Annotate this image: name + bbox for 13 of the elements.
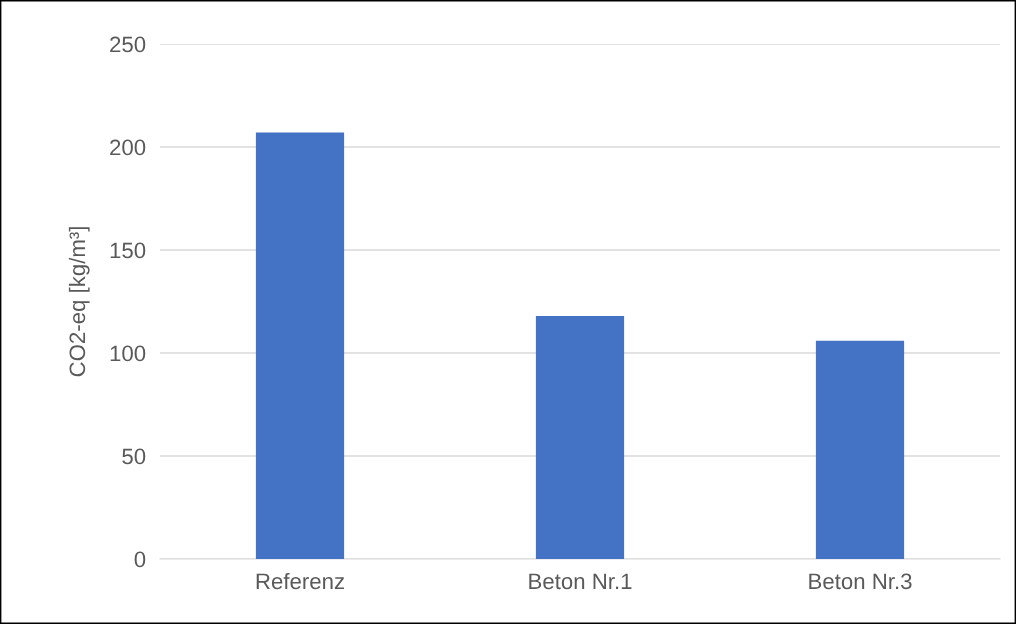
y-tick-label: 50: [122, 448, 146, 465]
bar: [815, 340, 905, 559]
y-tick-label: 100: [110, 345, 146, 362]
x-tick-label: Beton Nr.3: [809, 573, 912, 590]
x-tick-label: Beton Nr.1: [529, 573, 632, 590]
y-axis-title: CO2-eq [kg/m³]: [68, 227, 90, 377]
y-tick-label: 250: [110, 36, 146, 53]
x-tick-label: Referenz: [256, 572, 344, 590]
y-tick-label: 0: [134, 551, 146, 568]
bar: [255, 132, 345, 559]
y-tick-label: 150: [110, 242, 146, 259]
y-tick-label: 200: [110, 139, 146, 156]
bar: [535, 315, 625, 559]
